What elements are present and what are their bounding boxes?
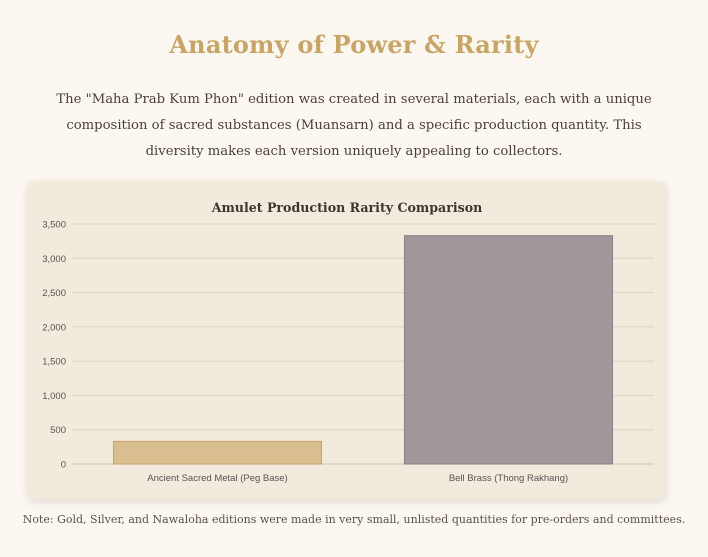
y-tick-label: 0 [61,460,66,471]
y-tick-label: 2,500 [42,288,66,299]
y-tick-label: 3,000 [42,254,66,265]
bar-chart: 0 500 1,000 1,500 2,000 2,500 3,000 3,500 Ancien… [42,220,654,484]
page-title: Anatomy of Power & Rarity [169,30,539,59]
x-tick-label: Ancient Sacred Metal (Peg Base) [147,473,287,484]
intro-paragraph: The "Maha Prab Kum Phon" edition was cre… [56,92,652,159]
y-tick-label: 3,500 [42,220,66,231]
chart-title: Amulet Production Rarity Comparison [211,200,483,215]
y-tick-label: 1,000 [42,391,66,402]
bar[interactable] [112,440,323,465]
bar[interactable] [403,235,614,465]
y-tick-label: 2,000 [42,322,66,333]
chart-card: Amulet Production Rarity Comparison 0 500… [28,181,666,499]
x-tick-label: Bell Brass (Thong Rakhang) [449,473,568,484]
y-tick-label: 500 [50,425,66,436]
footnote: Note: Gold, Silver, and Nawaloha edition… [22,513,686,526]
y-tick-label: 1,500 [42,357,66,368]
